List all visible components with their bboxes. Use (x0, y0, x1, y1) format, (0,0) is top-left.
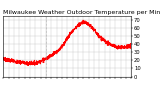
Text: Milwaukee Weather Outdoor Temperature per Minute (Last 24 Hours): Milwaukee Weather Outdoor Temperature pe… (3, 10, 160, 15)
